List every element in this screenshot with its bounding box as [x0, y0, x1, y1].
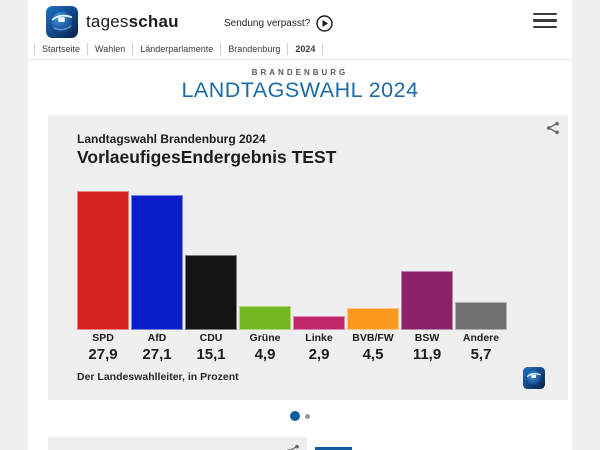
party-value: 27,9	[88, 346, 118, 363]
bar-label-bvb-fw: BVB/FW 4,5	[347, 332, 399, 363]
bar-label-spd: SPD 27,9	[77, 332, 129, 363]
bar-label-gr-ne: Grüne 4,9	[239, 332, 291, 363]
party-value: 4,5	[362, 346, 384, 363]
share-icon[interactable]	[283, 441, 303, 450]
page-content: tagesschau Sendung verpasst? Startseite W…	[28, 0, 572, 450]
party-name: BVB/FW	[352, 332, 394, 344]
bar-label-afd: AfD 27,1	[131, 332, 183, 363]
bar-spd	[77, 190, 129, 330]
bars	[77, 115, 507, 330]
brand-bold: schau	[128, 12, 179, 31]
breadcrumb-item-brandenburg[interactable]: Brandenburg	[220, 43, 287, 55]
page-title: LANDTAGSWAHL 2024	[181, 78, 419, 102]
breadcrumb-item-startseite[interactable]: Startseite	[34, 43, 87, 55]
party-value: 2,9	[308, 346, 330, 363]
bar-gr-ne	[239, 305, 291, 330]
chart-source: Der Landeswahlleiter, in Prozent	[77, 371, 239, 383]
party-name: Andere	[462, 332, 500, 344]
sendung-verpasst-link[interactable]: Sendung verpasst?	[224, 15, 333, 32]
party-value: 15,1	[196, 346, 226, 363]
play-icon[interactable]	[316, 15, 333, 32]
bar-bsw	[401, 270, 453, 330]
page-kicker: BRANDENBURG	[251, 68, 349, 77]
share-icon[interactable]	[543, 118, 563, 138]
header-divider	[28, 59, 572, 60]
bar-label-bsw: BSW 11,9	[401, 332, 453, 363]
bar-andere	[455, 301, 507, 330]
bar-labels: SPD 27,9 AfD 27,1 CDU 15,1 Grüne 4,9 Linke 2,9 BVB…	[77, 332, 507, 363]
breadcrumb-item-2024[interactable]: 2024	[287, 43, 324, 55]
party-value: 11,9	[412, 346, 442, 363]
chart-title: Landtagswahl Brandenburg 2024	[77, 132, 266, 146]
party-name: BSW	[414, 332, 440, 344]
bar-afd	[131, 194, 183, 330]
chart-subtitle: VorlaeufigesEndergebnis TEST	[77, 147, 337, 167]
party-name: AfD	[147, 332, 167, 344]
breadcrumb-item-länderparlamente[interactable]: Länderparlamente	[132, 43, 220, 55]
next-chart-card	[48, 437, 307, 450]
party-name: SPD	[92, 332, 114, 344]
carousel-dot-1[interactable]	[290, 411, 300, 421]
party-value: 4,9	[254, 346, 276, 363]
bar-label-linke: Linke 2,9	[293, 332, 345, 363]
party-name: Grüne	[249, 332, 281, 344]
party-value: 27,1	[142, 346, 172, 363]
menu-hamburger-icon[interactable]	[533, 13, 557, 28]
bar-label-andere: Andere 5,7	[455, 332, 507, 363]
bar-bvb-fw	[347, 307, 399, 330]
carousel-dots	[28, 411, 572, 421]
next-section-blue-element	[315, 447, 352, 450]
party-name: Linke	[305, 332, 333, 344]
breadcrumb-item-wahlen[interactable]: Wahlen	[87, 43, 132, 55]
tagesschau-logo-icon[interactable]	[46, 6, 78, 38]
carousel-dot-2[interactable]	[305, 413, 310, 419]
breadcrumb: Startseite Wahlen Länderparlamente Brandenb…	[34, 43, 324, 55]
results-chart-card: Landtagswahl Brandenburg 2024 Vorlaeufig…	[48, 115, 568, 400]
brand-wordmark[interactable]: tagesschau	[86, 12, 179, 32]
party-value: 5,7	[470, 346, 492, 363]
brand-regular: tages	[86, 12, 129, 31]
bar-cdu	[185, 254, 237, 330]
party-name: CDU	[199, 332, 223, 344]
bar-linke	[293, 315, 345, 330]
tagesschau-watermark-icon	[523, 367, 545, 389]
sendung-verpasst-label: Sendung verpasst?	[224, 18, 311, 29]
bar-label-cdu: CDU 15,1	[185, 332, 237, 363]
